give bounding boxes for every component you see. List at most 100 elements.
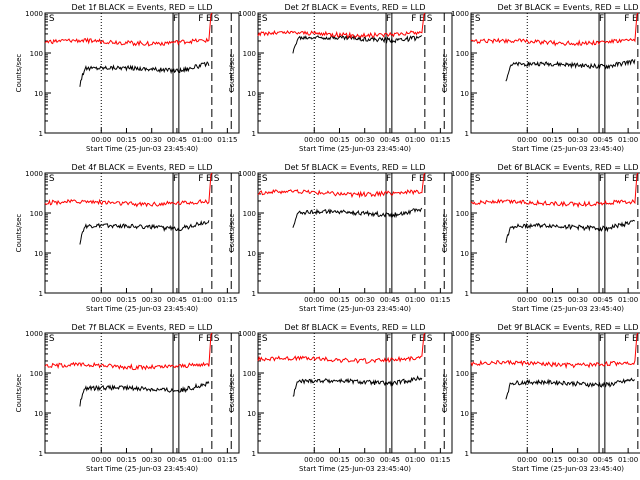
x-tick-label: 00:45: [380, 456, 400, 464]
x-tick-label: 00:15: [116, 456, 136, 464]
x-tick-label: 00:30: [568, 136, 588, 144]
x-tick-label: 00:30: [355, 136, 375, 144]
x-tick-label: 00:00: [517, 296, 537, 304]
series-line-lld: [470, 172, 639, 209]
y-tick-label: 1000: [25, 330, 43, 338]
series-line-lld: [44, 332, 213, 371]
series-line-lld: [44, 12, 213, 47]
x-tick-label: 00:45: [167, 136, 187, 144]
y-axis-label: Counts/sec: [15, 214, 23, 253]
x-tick-label: 00:30: [355, 456, 375, 464]
det-plot-7: Det 7f BLACK = Events, RED = LLD 1 10 100 10…: [15, 323, 240, 473]
x-tick-label: 00:00: [91, 456, 111, 464]
x-tick-label: 01:15: [217, 136, 237, 144]
y-axis-label: Counts/sec: [441, 214, 449, 253]
marker-label: F: [173, 334, 178, 344]
plot-title: Det 2f BLACK = Events, RED = LLD: [284, 3, 425, 12]
marker-label: S: [262, 14, 268, 24]
marker-label: F: [624, 334, 629, 344]
det-plot-8: Det 8f BLACK = Events, RED = LLD 1 10 100 10…: [228, 323, 453, 473]
marker-label: E: [632, 334, 638, 344]
y-tick-label: 1: [465, 290, 469, 298]
marker-label: S: [262, 174, 268, 184]
y-tick-label: 1: [39, 450, 43, 458]
y-tick-label: 1: [252, 130, 256, 138]
plot-title: Det 5f BLACK = Events, RED = LLD: [284, 163, 425, 172]
x-tick-label: 00:00: [517, 456, 537, 464]
series-line-events: [292, 375, 423, 397]
series-line-events: [292, 207, 423, 228]
x-tick-label: 01:00: [618, 456, 638, 464]
x-tick-label: 00:45: [167, 456, 187, 464]
plot-frame: [470, 172, 640, 294]
x-tick-label: 00:15: [329, 136, 349, 144]
y-tick-label: 10: [34, 90, 43, 98]
det-plot-3: Det 3f BLACK = Events, RED = LLD 1 10 100 10…: [441, 3, 640, 153]
marker-label: F: [624, 14, 629, 24]
marker-label: F: [386, 174, 391, 184]
y-tick-label: 1000: [451, 10, 469, 18]
y-tick-label: 100: [243, 370, 256, 378]
x-tick-label: 01:00: [405, 456, 425, 464]
x-tick-label: 00:30: [355, 296, 375, 304]
marker-label: F: [198, 14, 203, 24]
y-tick-label: 10: [247, 90, 256, 98]
y-tick-label: 1: [39, 130, 43, 138]
x-axis-label: Start Time (25-Jun-03 23:45:40): [512, 145, 624, 153]
x-tick-label: 01:15: [217, 296, 237, 304]
x-tick-label: 00:15: [329, 296, 349, 304]
y-tick-label: 100: [456, 370, 469, 378]
marker-label: E: [206, 174, 212, 184]
x-tick-label: 01:15: [430, 296, 450, 304]
marker-label: F: [386, 14, 391, 24]
x-tick-label: 00:45: [380, 296, 400, 304]
x-tick-label: 01:00: [192, 456, 212, 464]
plot-title: Det 9f BLACK = Events, RED = LLD: [497, 323, 638, 332]
y-tick-label: 10: [34, 410, 43, 418]
y-tick-label: 10: [247, 250, 256, 258]
x-tick-label: 00:30: [142, 456, 162, 464]
series-line-lld: [470, 332, 639, 370]
y-tick-label: 1000: [238, 10, 256, 18]
x-tick-label: 00:00: [304, 456, 324, 464]
y-tick-label: 1: [465, 130, 469, 138]
x-tick-label: 00:45: [593, 136, 613, 144]
x-tick-label: 00:15: [542, 296, 562, 304]
x-axis-label: Start Time (25-Jun-03 23:45:40): [86, 305, 198, 313]
x-tick-label: 00:30: [142, 296, 162, 304]
x-axis-label: Start Time (25-Jun-03 23:45:40): [512, 305, 624, 313]
series-line-lld: [257, 12, 426, 40]
plot-frame: [470, 12, 640, 134]
marker-label: S: [49, 334, 55, 344]
marker-label: F: [624, 174, 629, 184]
y-tick-label: 100: [243, 50, 256, 58]
y-tick-label: 100: [30, 370, 43, 378]
marker-label: F: [198, 334, 203, 344]
marker-label: F: [599, 174, 604, 184]
marker-label: S: [475, 14, 481, 24]
plot-title: Det 4f BLACK = Events, RED = LLD: [71, 163, 212, 172]
marker-label: E: [419, 174, 425, 184]
y-axis-label: Counts/sec: [228, 214, 236, 253]
x-tick-label: 00:30: [142, 136, 162, 144]
marker-label: E: [632, 14, 638, 24]
det-plot-4: Det 4f BLACK = Events, RED = LLD 1 10 100 10…: [15, 163, 240, 313]
x-tick-label: 00:45: [593, 296, 613, 304]
x-tick-label: 00:45: [167, 296, 187, 304]
x-tick-label: 00:45: [380, 136, 400, 144]
y-axis-label: Counts/sec: [15, 374, 23, 413]
x-tick-label: 01:00: [192, 296, 212, 304]
det-plot-5: Det 5f BLACK = Events, RED = LLD 1 10 100 10…: [228, 163, 453, 313]
x-tick-label: 01:00: [405, 136, 425, 144]
x-tick-label: 01:00: [618, 296, 638, 304]
x-tick-label: 00:15: [542, 136, 562, 144]
marker-label: E: [632, 174, 638, 184]
marker-label: S: [214, 14, 220, 24]
x-tick-label: 01:15: [430, 136, 450, 144]
y-tick-label: 10: [460, 90, 469, 98]
det-plot-6: Det 6f BLACK = Events, RED = LLD 1 10 100 10…: [441, 163, 640, 313]
x-axis-label: Start Time (25-Jun-03 23:45:40): [86, 145, 198, 153]
marker-label: S: [475, 334, 481, 344]
y-tick-label: 10: [247, 410, 256, 418]
series-line-events: [79, 380, 210, 407]
